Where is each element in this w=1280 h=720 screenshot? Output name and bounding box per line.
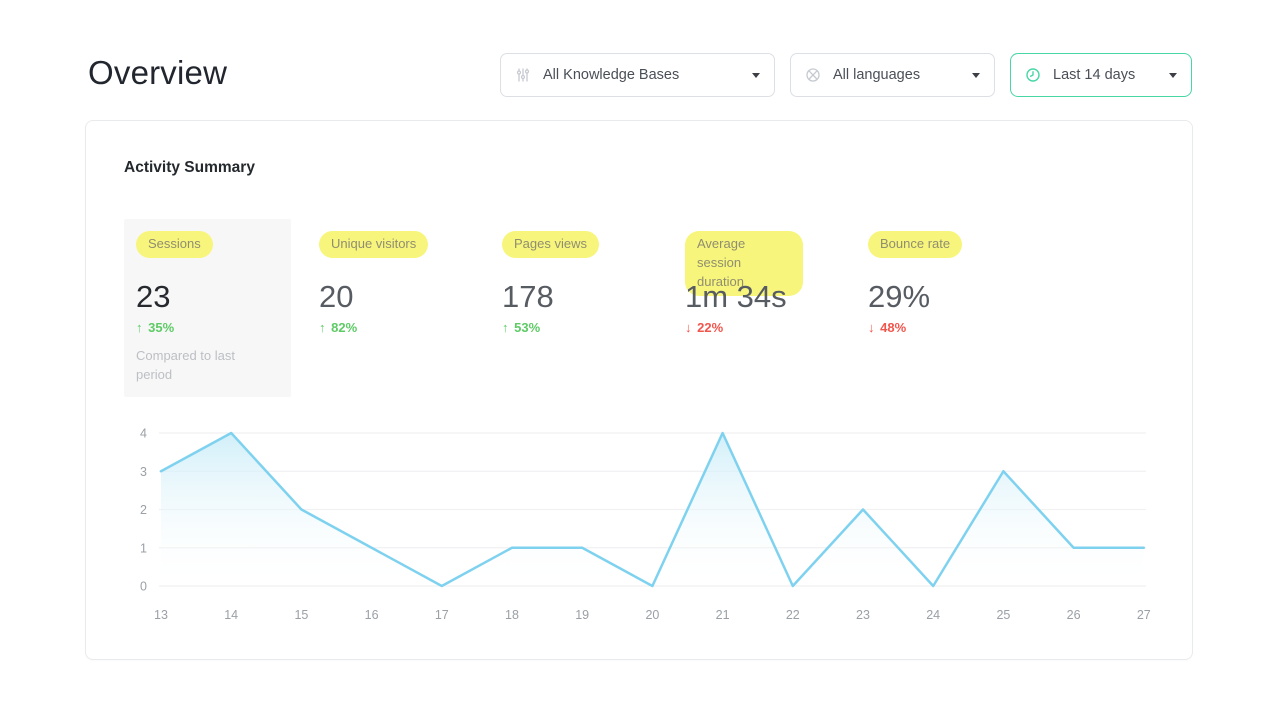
metric-change: ↑ 35% <box>136 320 175 335</box>
languages-value: All languages <box>833 67 921 83</box>
languages-dropdown[interactable]: All languages <box>790 53 995 97</box>
chart-x-axis-labels: 13 14 15 16 17 18 19 20 21 22 23 24 25 26 27 <box>154 608 1151 622</box>
svg-text:4: 4 <box>140 427 147 441</box>
metric-unique-visitors: Unique visitors 20 ↑ 82% <box>319 219 502 335</box>
date-range-dropdown[interactable]: Last 14 days <box>1010 53 1192 97</box>
svg-text:19: 19 <box>575 608 589 622</box>
svg-text:13: 13 <box>154 608 168 622</box>
clock-icon <box>1026 68 1040 82</box>
metric-label-area: Pages views <box>502 231 685 281</box>
metric-change: ↓ 22% <box>685 320 724 335</box>
svg-text:27: 27 <box>1137 608 1151 622</box>
svg-text:25: 25 <box>996 608 1010 622</box>
activity-summary-card: Activity Summary Sessions 23 ↑ 35% Compared… <box>85 120 1193 660</box>
knowledge-bases-value: All Knowledge Bases <box>543 67 680 83</box>
svg-text:16: 16 <box>365 608 379 622</box>
metric-change: ↓ 48% <box>868 320 907 335</box>
svg-text:23: 23 <box>856 608 870 622</box>
sliders-icon <box>516 68 530 82</box>
metric-value: 23 <box>136 279 171 314</box>
chevron-down-icon <box>972 72 980 78</box>
metric-value: 29% <box>868 279 931 314</box>
metric-label-area: Average session duration <box>685 231 868 296</box>
arrow-up-icon: ↑ <box>319 320 326 335</box>
svg-text:0: 0 <box>140 580 147 594</box>
metric-label-highlight: Unique visitors <box>319 231 429 258</box>
metric-label-highlight: Pages views <box>502 231 599 258</box>
svg-text:14: 14 <box>224 608 238 622</box>
chart-line <box>159 431 1146 588</box>
globe-icon <box>806 68 820 82</box>
svg-text:17: 17 <box>435 608 449 622</box>
metric-pages-views: Pages views 178 ↑ 53% <box>502 219 685 335</box>
metric-sessions: Sessions 23 ↑ 35% Compared to last period <box>124 219 291 397</box>
svg-text:18: 18 <box>505 608 519 622</box>
metric-label-highlight: Bounce rate <box>868 231 963 258</box>
arrow-down-icon: ↓ <box>868 320 875 335</box>
svg-text:3: 3 <box>140 465 147 479</box>
svg-text:26: 26 <box>1067 608 1081 622</box>
chart-y-axis-labels: 0 1 2 3 4 <box>140 427 147 594</box>
svg-text:2: 2 <box>140 503 147 517</box>
page-title: Overview <box>88 54 228 91</box>
metric-bounce-rate: Bounce rate 29% ↓ 48% <box>868 219 1051 335</box>
compare-note: Compared to last period <box>136 348 235 382</box>
metric-label-area: Bounce rate <box>868 231 1051 281</box>
metric-change: ↑ 53% <box>502 320 541 335</box>
metric-label-area: Sessions <box>136 231 279 281</box>
svg-text:21: 21 <box>716 608 730 622</box>
metric-change: ↑ 82% <box>319 320 358 335</box>
arrow-up-icon: ↑ <box>502 320 509 335</box>
chevron-down-icon <box>752 72 760 78</box>
metric-label-highlight: Sessions <box>136 231 213 258</box>
metrics-row: Sessions 23 ↑ 35% Compared to last period Un… <box>124 219 1051 397</box>
metric-value: 20 <box>319 279 354 314</box>
card-title: Activity Summary <box>124 159 255 176</box>
metric-value: 178 <box>502 279 554 314</box>
metric-label-area: Unique visitors <box>319 231 502 281</box>
svg-text:20: 20 <box>645 608 659 622</box>
arrow-down-icon: ↓ <box>685 320 692 335</box>
metric-value: 1m 34s <box>685 279 787 314</box>
svg-text:24: 24 <box>926 608 940 622</box>
date-range-value: Last 14 days <box>1053 67 1136 83</box>
svg-text:15: 15 <box>294 608 308 622</box>
chevron-down-icon <box>1169 72 1177 78</box>
metric-label-highlight: Average session duration <box>685 231 803 296</box>
svg-text:1: 1 <box>140 541 147 555</box>
svg-text:22: 22 <box>786 608 800 622</box>
knowledge-bases-dropdown[interactable]: All Knowledge Bases <box>500 53 775 97</box>
chart-area <box>161 433 1144 586</box>
arrow-up-icon: ↑ <box>136 320 143 335</box>
metric-average-session-duration: Average session duration 1m 34s ↓ 22% <box>685 219 868 335</box>
